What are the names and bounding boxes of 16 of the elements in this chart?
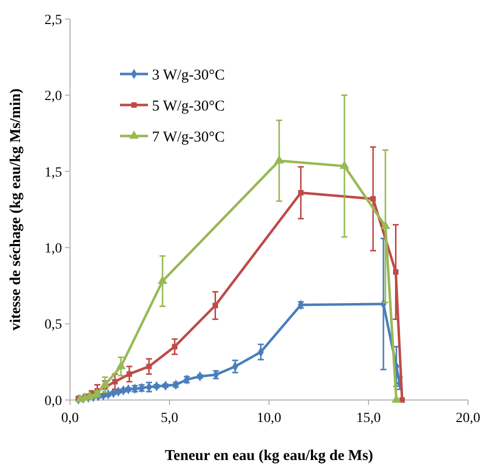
- x-tick-label: 5,0: [160, 411, 178, 426]
- legend-label: 3 W/g-30°C: [152, 67, 225, 84]
- y-tick-label: 2,0: [44, 89, 62, 104]
- y-tick-label: 0,0: [44, 394, 62, 409]
- legend-label: 7 W/g-30°C: [152, 129, 225, 146]
- x-axis-title: Teneur en eau (kg eau/kg de Ms): [164, 448, 374, 464]
- y-axis-title: vitesse de séchage (kg eau/kg Ms/min): [8, 88, 24, 331]
- legend-label: 5 W/g-30°C: [152, 98, 225, 114]
- y-tick-label: 0,5: [44, 318, 62, 333]
- y-tick-label: 1,5: [44, 165, 62, 180]
- x-tick-label: 0,0: [61, 411, 79, 426]
- x-tick-label: 20,0: [456, 411, 480, 426]
- x-tick-label: 15,0: [356, 411, 381, 426]
- x-tick-label: 10,0: [256, 411, 282, 426]
- y-tick-label: 1,0: [44, 242, 62, 256]
- y-tick-label: 2,5: [44, 12, 62, 28]
